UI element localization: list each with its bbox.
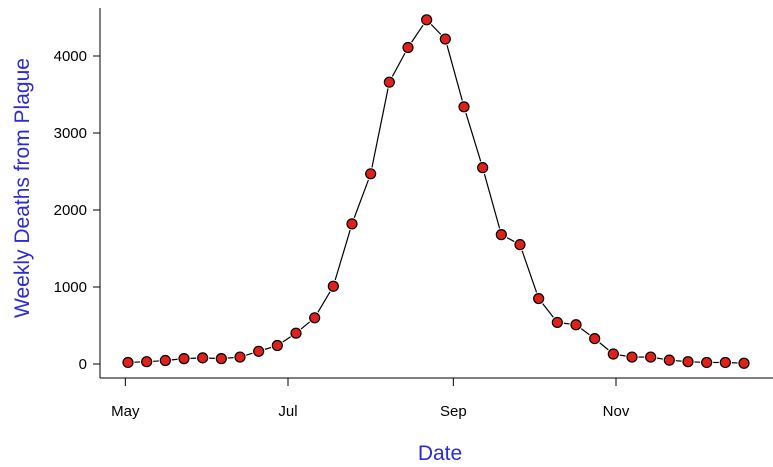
series-line-segment	[430, 24, 442, 35]
data-point	[645, 351, 657, 363]
series-line-segment	[246, 352, 253, 356]
data-point	[178, 353, 190, 365]
data-point	[327, 280, 339, 292]
series-line-segment	[300, 321, 311, 330]
y-tick-label: 1000	[54, 279, 87, 296]
data-point	[682, 356, 694, 368]
series-line-segment	[619, 354, 626, 357]
series-line-segment	[334, 229, 351, 281]
series-line-segment	[563, 322, 570, 325]
series-line-segment	[317, 291, 331, 313]
data-point	[495, 229, 507, 241]
data-point	[159, 354, 171, 367]
data-point	[477, 162, 489, 174]
data-point	[271, 339, 283, 352]
data-point	[533, 292, 545, 305]
y-tick-label: 4000	[54, 48, 87, 65]
data-point	[570, 319, 582, 331]
data-point	[346, 218, 358, 230]
y-tick-label: 3000	[54, 125, 87, 142]
data-point	[234, 351, 246, 363]
data-point	[402, 41, 414, 54]
series-line-segment	[353, 179, 369, 218]
series-line-segment	[371, 88, 389, 168]
data-point	[290, 327, 302, 339]
data-point	[607, 348, 619, 360]
data-point	[122, 356, 134, 369]
x-tick-label: May	[111, 403, 140, 420]
data-point	[738, 357, 750, 369]
data-point	[197, 352, 209, 364]
x-axis-label: Date	[418, 442, 462, 465]
data-point	[365, 168, 377, 180]
series-line-segment	[506, 237, 515, 243]
series-line-segment	[542, 303, 554, 318]
data-point	[589, 332, 601, 345]
data-point	[458, 101, 470, 113]
series-line-segment	[521, 250, 538, 293]
data-point	[309, 312, 321, 324]
series-line-segment	[483, 173, 501, 229]
y-tick-label: 2000	[54, 202, 87, 219]
series-group	[122, 14, 750, 369]
data-point	[421, 14, 433, 26]
data-point	[439, 33, 451, 45]
data-point	[253, 345, 265, 357]
x-tick-label: Sep	[440, 403, 467, 420]
series-line-segment	[656, 357, 664, 360]
data-point	[215, 353, 227, 365]
axes: 0 1000 2000 3000 4000 May Jul Sep Nov	[54, 8, 773, 420]
data-point	[141, 356, 153, 368]
series-line-segment	[465, 112, 482, 162]
series-line-segment	[446, 45, 463, 101]
series-line-segment	[580, 328, 590, 336]
series-line-segment	[282, 336, 291, 343]
data-point	[701, 356, 713, 369]
series-line-segment	[411, 24, 424, 43]
data-point	[514, 239, 526, 251]
series-line-segment	[171, 358, 178, 361]
data-point	[719, 356, 731, 369]
y-tick-label: 0	[79, 356, 87, 373]
data-point	[551, 316, 563, 329]
x-tick-label: Jul	[278, 403, 297, 420]
series-line-segment	[391, 52, 406, 77]
data-point	[663, 354, 675, 366]
data-point	[383, 76, 395, 88]
x-tick-label: Nov	[603, 403, 630, 420]
y-axis-label: Weekly Deaths from Plague	[11, 58, 34, 318]
data-point	[626, 351, 638, 363]
series-line-segment	[264, 346, 272, 350]
series-line-segment	[599, 342, 609, 351]
